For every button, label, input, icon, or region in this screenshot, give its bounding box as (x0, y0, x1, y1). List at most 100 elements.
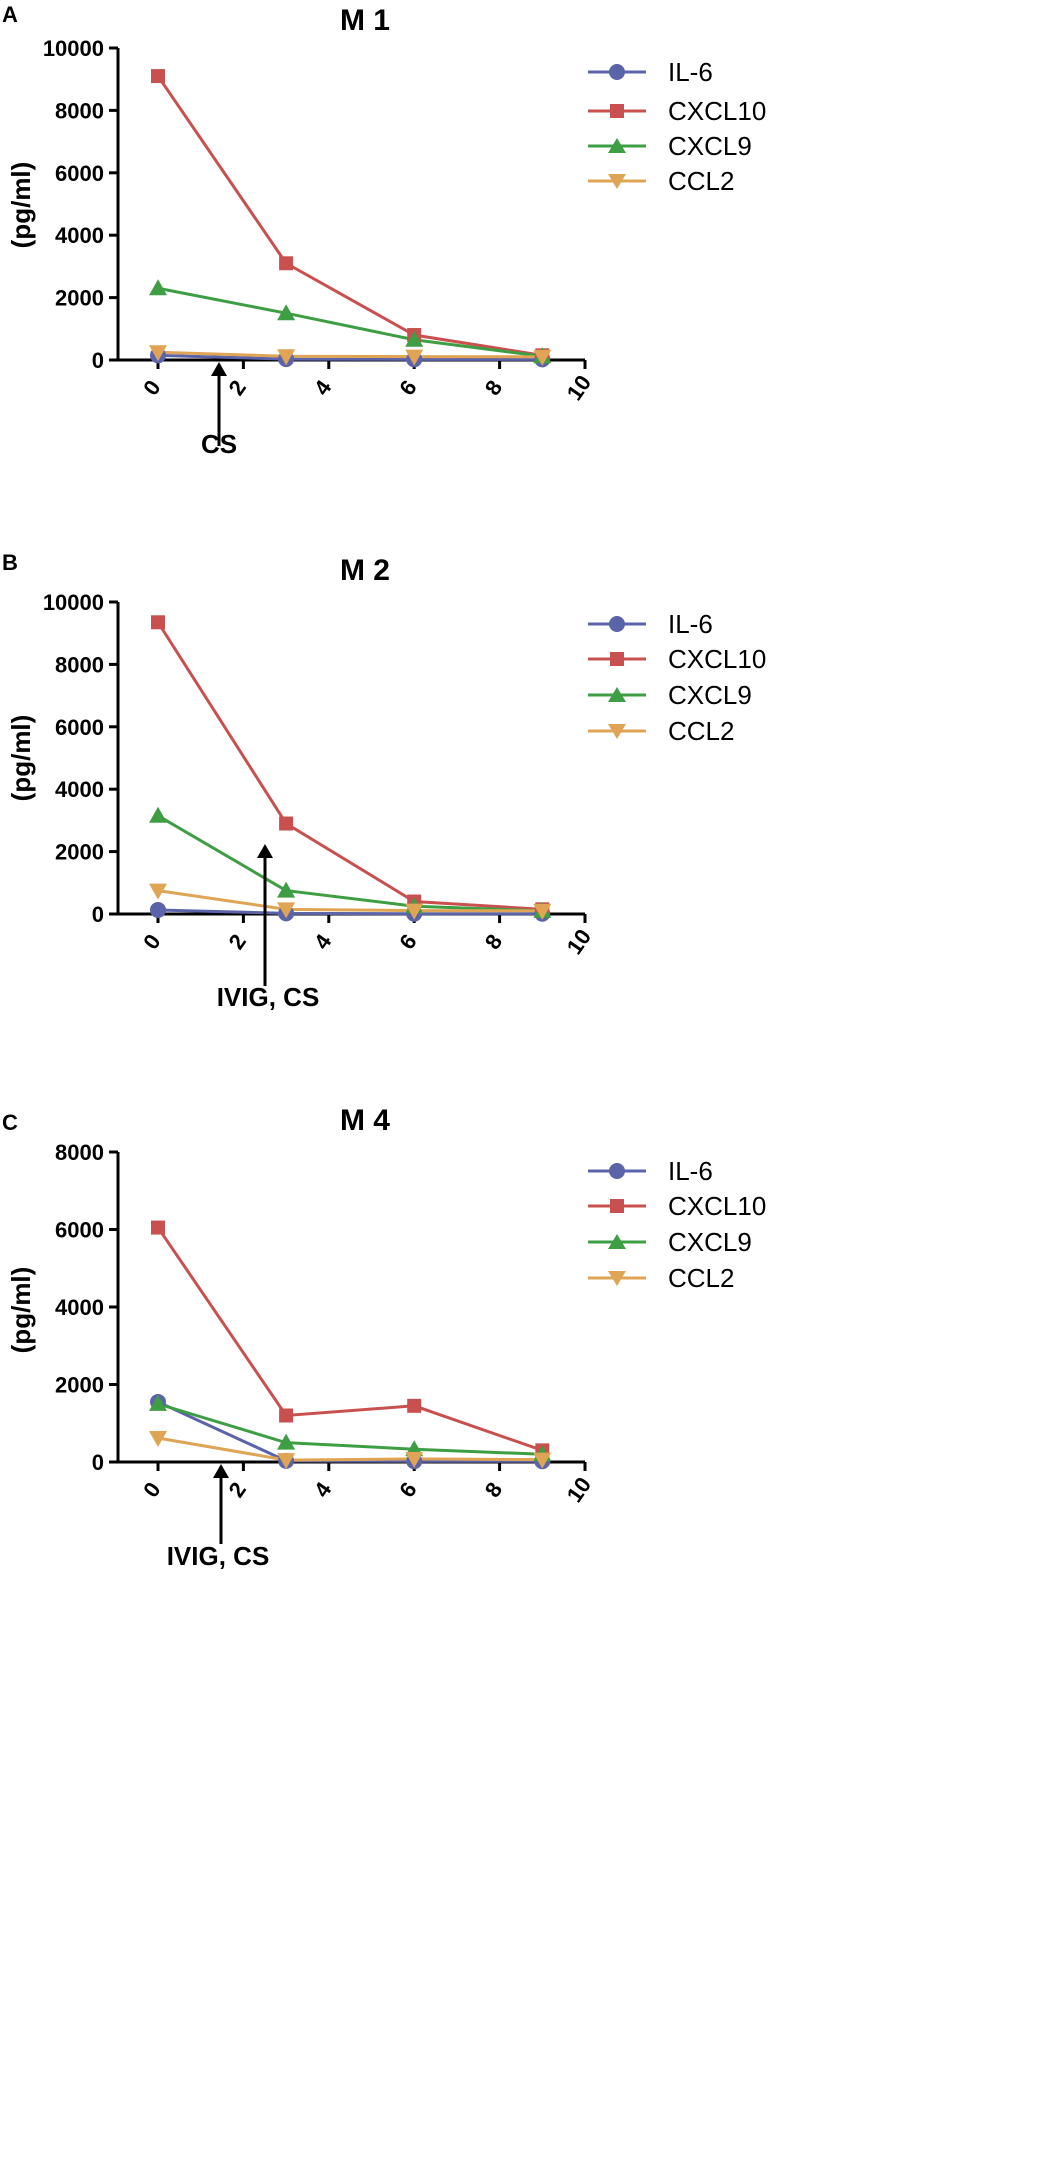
series-line-ccl2 (157, 350, 543, 359)
arrow-up-icon (257, 844, 273, 858)
y-axis-label: (pg/ml) (6, 162, 36, 249)
data-point-ccl2 (149, 883, 167, 900)
legend: IL-6 CXCL10 CXCL9 CCL2 (588, 1156, 766, 1293)
y-tick-label: 4000 (55, 777, 104, 802)
legend-marker-circle-icon (609, 616, 625, 632)
x-tick-label: 4 (309, 375, 337, 400)
y-tick-label: 0 (92, 1450, 104, 1475)
data-point-ccl2 (533, 903, 552, 920)
legend-marker-triangle-down-icon (608, 1271, 626, 1286)
series-line-cxcl9 (157, 1402, 543, 1456)
y-tick-label: 10000 (43, 590, 104, 615)
legend-label-il6: IL-6 (668, 609, 713, 639)
legend-label-il6: IL-6 (668, 57, 713, 87)
y-tick-label: 8000 (55, 98, 104, 123)
legend-label-cxcl9: CXCL9 (668, 131, 752, 161)
x-tick-label: 2 (224, 930, 252, 954)
panel-b: B M 2 (pg/ml) 0 2000 4000 6000 8000 10000 0 2 4… (2, 550, 766, 1012)
data-point-cxcl10 (279, 256, 294, 271)
series-line-il6 (157, 353, 543, 361)
x-tick-label: 8 (480, 1478, 508, 1502)
chart-title: M 1 (340, 4, 390, 37)
legend-label-cxcl10: CXCL10 (668, 644, 766, 674)
data-point-cxcl9 (277, 1433, 296, 1450)
x-tick-label: 6 (394, 930, 422, 954)
legend-marker-square-icon (610, 1199, 624, 1213)
data-point-cxcl9 (277, 304, 296, 321)
x-tick-label: 0 (138, 376, 166, 400)
legend-marker-circle-icon (609, 1163, 625, 1179)
series-line-cxcl9 (157, 814, 543, 913)
y-tick-label: 2000 (55, 840, 104, 865)
chart-title: M 4 (340, 1104, 390, 1137)
legend-label-cxcl10: CXCL10 (668, 96, 766, 126)
treatment-annotation: CS (201, 362, 237, 459)
series-line-cxcl10 (156, 75, 543, 357)
y-tick-label: 8000 (55, 652, 104, 677)
panel-letter: B (2, 550, 18, 575)
data-point-cxcl9 (149, 1394, 167, 1411)
x-tick-label: 0 (138, 930, 166, 954)
y-axis-label: (pg/ml) (6, 715, 36, 802)
legend-label-il6: IL-6 (668, 1156, 713, 1186)
arrow-up-icon (213, 1464, 229, 1478)
legend: IL-6 CXCL10 CXCL9 CCL2 (588, 57, 766, 196)
legend-marker-triangle-up-icon (608, 687, 626, 702)
data-point-cxcl9 (277, 881, 296, 898)
legend-label-ccl2: CCL2 (668, 716, 734, 746)
legend: IL-6 CXCL10 CXCL9 CCL2 (588, 609, 766, 746)
legend-label-ccl2: CCL2 (668, 1263, 734, 1293)
annotation-label: IVIG, CS (217, 982, 320, 1012)
series-line-ccl2 (157, 1436, 543, 1462)
y-tick-label: 10000 (43, 36, 104, 61)
y-tick-label: 8000 (55, 1140, 104, 1165)
legend-marker-triangle-up-icon (608, 1234, 626, 1249)
data-point-cxcl10 (151, 69, 165, 84)
series-line-il6 (157, 1400, 543, 1463)
y-tick-label: 0 (92, 348, 104, 373)
y-tick-label: 4000 (55, 1295, 104, 1320)
y-axis-label: (pg/ml) (6, 1267, 36, 1354)
series-line-il6 (157, 908, 543, 916)
data-point-il6 (150, 901, 166, 918)
x-tick-label: 6 (394, 376, 422, 400)
y-tick-label: 6000 (55, 161, 104, 186)
treatment-annotation: IVIG, CS (167, 1464, 270, 1571)
data-point-cxcl10 (407, 1398, 422, 1413)
data-point-ccl2 (277, 1453, 296, 1470)
y-tick-label: 4000 (55, 223, 104, 248)
data-point-cxcl9 (149, 279, 167, 296)
legend-marker-triangle-down-icon (608, 724, 626, 739)
data-point-ccl2 (277, 349, 296, 366)
data-point-cxcl10 (151, 1220, 165, 1235)
data-point-ccl2 (149, 345, 167, 362)
panel-letter: A (2, 2, 18, 27)
legend-label-ccl2: CCL2 (668, 166, 734, 196)
legend-marker-triangle-down-icon (608, 174, 626, 189)
annotation-label: IVIG, CS (167, 1541, 270, 1571)
data-point-cxcl10 (279, 816, 294, 831)
legend-marker-circle-icon (609, 64, 625, 80)
legend-marker-square-icon (610, 652, 624, 666)
x-tick-label: 10 (562, 925, 597, 959)
annotation-label: CS (201, 429, 237, 459)
y-tick-label: 6000 (55, 715, 104, 740)
legend-marker-triangle-up-icon (608, 138, 626, 153)
data-point-ccl2 (149, 1430, 167, 1447)
data-point-ccl2 (405, 1451, 424, 1468)
x-tick-label: 2 (224, 1478, 252, 1502)
treatment-annotation: IVIG, CS (217, 844, 320, 1012)
legend-label-cxcl9: CXCL9 (668, 1227, 752, 1257)
y-tick-label: 6000 (55, 1218, 104, 1243)
x-tick-label: 4 (309, 929, 337, 954)
arrow-up-icon (211, 362, 227, 376)
data-point-cxcl10 (279, 1408, 294, 1423)
legend-label-cxcl9: CXCL9 (668, 680, 752, 710)
series-line-cxcl9 (157, 286, 543, 358)
data-point-ccl2 (533, 349, 552, 366)
panel-letter: C (2, 1110, 18, 1135)
series-line-ccl2 (157, 889, 543, 913)
data-point-ccl2 (277, 902, 296, 919)
